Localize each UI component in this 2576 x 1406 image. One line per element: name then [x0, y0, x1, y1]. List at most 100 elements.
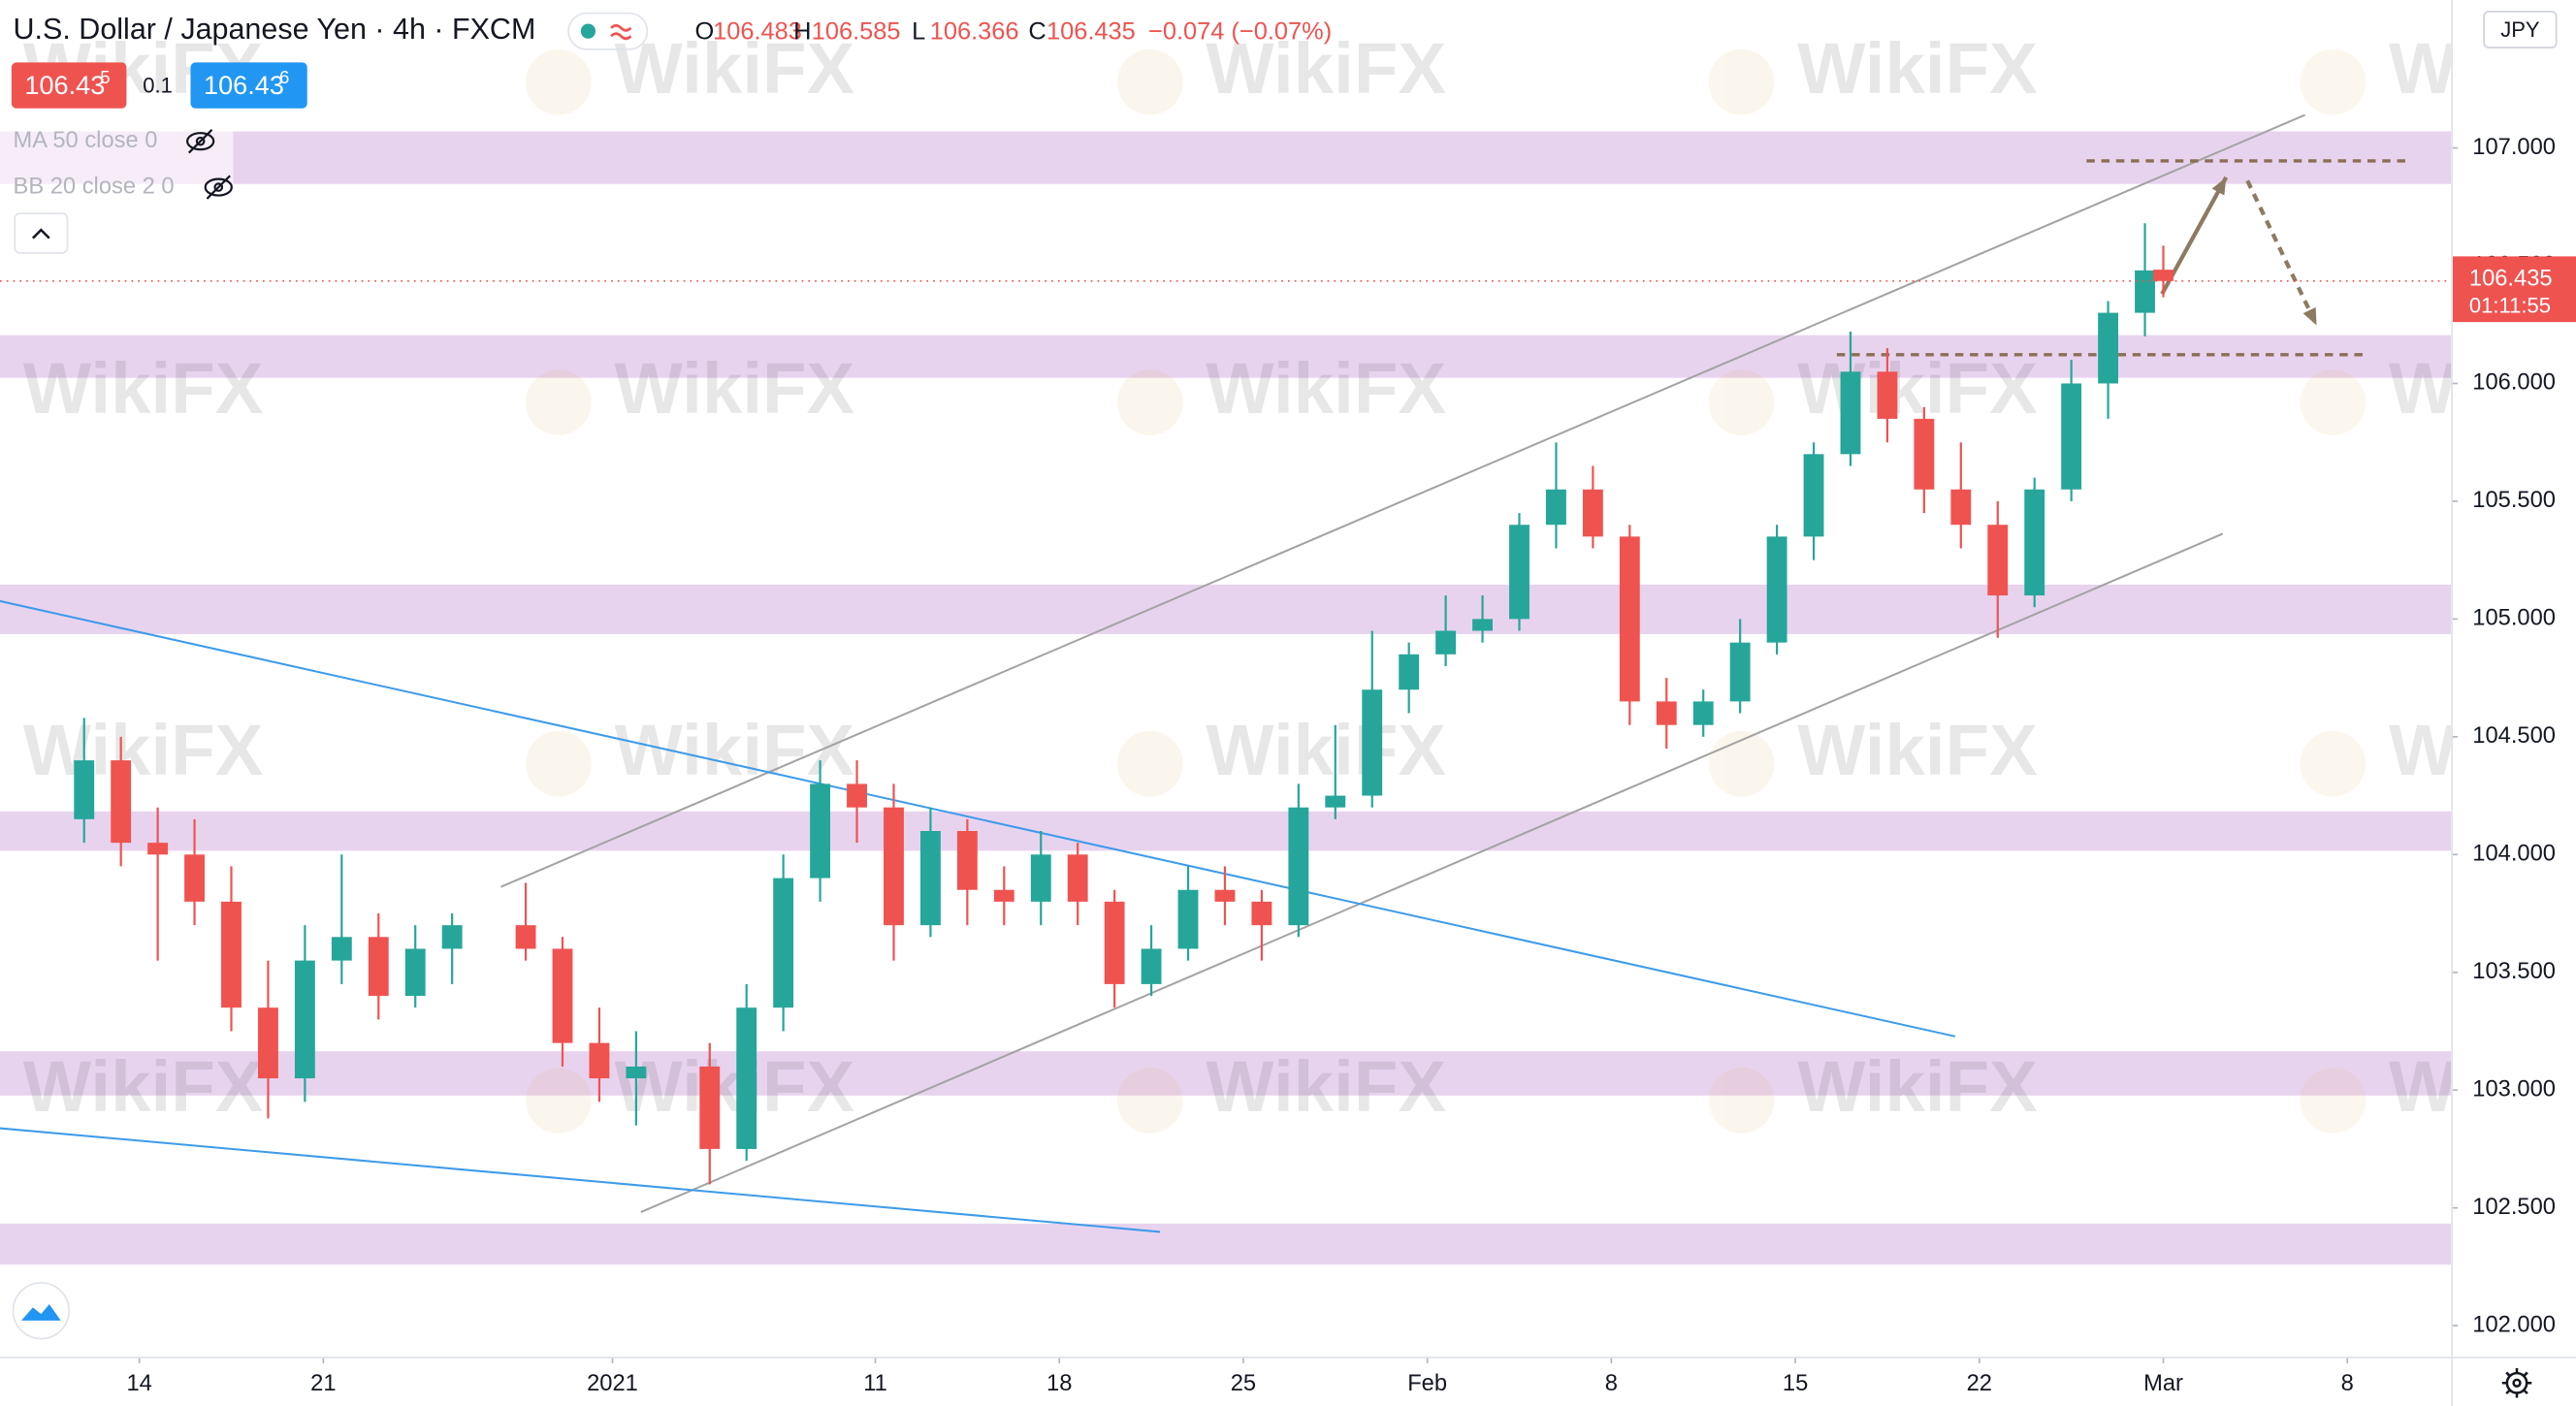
watermark: WikiFX — [2300, 348, 2576, 435]
trend-line — [500, 113, 2305, 888]
watermark: WikiFX — [2300, 710, 2451, 797]
currency[interactable]: JPY — [2500, 17, 2540, 42]
zone — [0, 584, 2452, 634]
watermark: WikiFX — [1708, 710, 2038, 797]
candle-body — [1362, 689, 1383, 796]
candle-body — [147, 843, 169, 855]
zone — [0, 1223, 2452, 1265]
watermark-text: WikiFX — [23, 710, 264, 790]
sell-pip[interactable]: 5 — [100, 67, 110, 87]
candle-body — [1251, 901, 1272, 926]
watermark-text: WikiFX — [615, 348, 855, 429]
status-badge — [567, 12, 649, 50]
zone — [0, 131, 2452, 184]
buy-price[interactable]: 106.43 — [204, 70, 284, 100]
ohlc-label: C — [1028, 18, 1046, 46]
buy-button[interactable] — [190, 62, 307, 109]
candle-body — [956, 830, 978, 890]
y-tick-label: 103.000 — [2472, 1076, 2556, 1102]
y-tick-label: 107.000 — [2472, 135, 2556, 160]
y-tick-label: 103.500 — [2472, 959, 2556, 984]
chart-title: U.S. Dollar / Japanese Yen · 4h · FXCM — [14, 13, 536, 46]
x-tick-label: 15 — [1783, 1371, 1808, 1396]
hidden-icon[interactable] — [186, 129, 215, 154]
watermark-logo — [1708, 48, 1775, 115]
collapse-button[interactable] — [14, 212, 69, 254]
watermark: WikiFX — [1708, 348, 2038, 435]
logo[interactable] — [12, 1282, 70, 1340]
watermark-logo — [2300, 48, 2367, 115]
watermark-logo — [2300, 369, 2367, 435]
candle-body — [1950, 489, 1972, 526]
x-tick-label: Feb — [1407, 1371, 1447, 1396]
watermark-text: WikiFX — [615, 28, 855, 109]
currency-button[interactable] — [2483, 11, 2558, 48]
candle-body — [993, 889, 1014, 902]
candle-body — [773, 878, 794, 1008]
watermark-logo — [526, 48, 592, 115]
ohlc-change: −0.074 (−0.07%) — [1148, 18, 1332, 46]
y-tick-label: 106.000 — [2472, 370, 2556, 396]
status-dot — [580, 23, 596, 39]
ohlc-label: O — [695, 18, 715, 46]
hidden-icon[interactable] — [204, 175, 233, 200]
sell-button[interactable] — [11, 62, 127, 109]
watermark: WikiFX — [1116, 348, 1446, 435]
watermark-text: WikiFX — [2389, 348, 2576, 429]
watermark-logo — [1116, 369, 1183, 435]
candle-body — [1656, 701, 1677, 725]
trend-line — [0, 1127, 1161, 1233]
candle-body — [1803, 454, 1824, 537]
arrow-head — [2211, 176, 2227, 196]
y-tick-label: 104.500 — [2472, 723, 2556, 749]
candle-body — [589, 1042, 610, 1079]
candle-body — [1546, 489, 1566, 526]
candle-body — [2153, 270, 2174, 281]
watermark: WikiFX — [1708, 1046, 2038, 1134]
x-tick-label: 8 — [1605, 1371, 1618, 1396]
y-tick-label: 105.500 — [2472, 488, 2556, 513]
candle-body — [1987, 525, 2009, 596]
settings-icon[interactable] — [2501, 1368, 2532, 1398]
watermark-text: WikiFX — [1206, 710, 1446, 790]
sell-price[interactable]: 106.43 — [24, 70, 105, 100]
watermark-logo — [2300, 1068, 2367, 1134]
watermark-logo — [1116, 730, 1183, 797]
watermark-text: WikiFX — [2389, 1046, 2576, 1127]
watermark: WikiFX — [23, 710, 264, 790]
watermark-text: WikiFX — [1206, 1046, 1446, 1127]
x-tick-label: Mar — [2143, 1371, 2183, 1396]
y-tick-label: 102.500 — [2472, 1195, 2556, 1220]
candle-body — [1067, 854, 1088, 902]
trend-line — [2245, 179, 2319, 327]
last-price-label: 106.435 — [2469, 266, 2553, 291]
collapse-icon[interactable] — [31, 228, 50, 240]
watermark-text: WikiFX — [23, 348, 264, 429]
watermark: WikiFX — [1116, 1046, 1446, 1134]
candle-body — [258, 1007, 278, 1079]
indicator-label[interactable]: MA 50 close 0 — [14, 128, 158, 153]
watermark-text: WikiFX — [1797, 28, 2038, 109]
candle-body — [1619, 536, 1640, 702]
buy-pip[interactable]: 6 — [279, 67, 289, 87]
candle-body — [331, 937, 352, 961]
indicator-label[interactable]: BB 20 close 2 0 — [14, 174, 175, 199]
candle-body — [1435, 630, 1457, 655]
logo-mark[interactable] — [21, 1303, 61, 1321]
watermark-text: WikiFX — [23, 1046, 264, 1127]
candle-body — [2024, 489, 2045, 596]
candle-body — [1582, 489, 1603, 537]
candle-body — [2061, 383, 2082, 490]
x-tick-label: 11 — [863, 1371, 887, 1396]
watermark: WikiFX — [23, 348, 264, 429]
candle-body — [1509, 525, 1530, 620]
candle-body — [1177, 889, 1199, 949]
watermark-logo — [1708, 1068, 1775, 1134]
zone — [0, 1051, 2452, 1096]
x-tick-label: 18 — [1046, 1371, 1072, 1396]
candle-body — [1399, 654, 1420, 690]
x-tick-label: 2021 — [587, 1371, 638, 1396]
zone — [0, 811, 2452, 851]
candle-body — [699, 1066, 721, 1149]
